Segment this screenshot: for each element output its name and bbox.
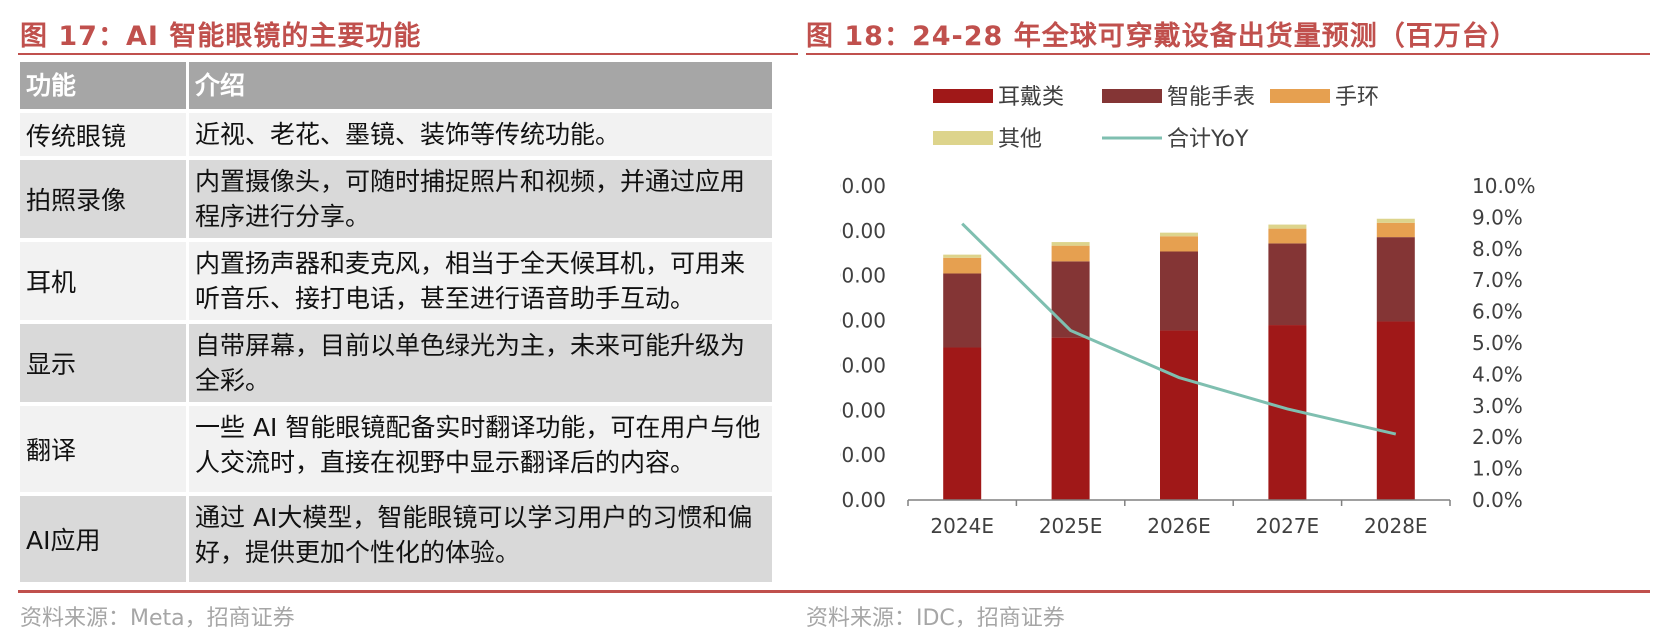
legend-swatch bbox=[1102, 89, 1162, 103]
bar-segment bbox=[1160, 330, 1198, 500]
x-tick-label: 2025E bbox=[1039, 514, 1103, 538]
y2-tick-label: 7.0% bbox=[1472, 268, 1523, 292]
legend-swatch bbox=[933, 89, 993, 103]
bottom-rule bbox=[18, 590, 1650, 593]
bar-segment bbox=[943, 257, 982, 274]
bar-segment bbox=[1268, 243, 1307, 326]
y2-tick-label: 0.0% bbox=[1472, 488, 1523, 512]
bar-segment bbox=[1160, 251, 1198, 331]
y2-tick-label: 6.0% bbox=[1472, 300, 1523, 324]
legend-swatch bbox=[933, 131, 993, 145]
y2-tick-label: 2.0% bbox=[1472, 425, 1523, 449]
table-cell-description: 内置摄像头，可随时捕捉照片和视频，并通过应用程序进行分享。 bbox=[195, 167, 746, 231]
y2-tick-label: 8.0% bbox=[1472, 237, 1523, 261]
table-cell-function: 显示 bbox=[20, 324, 189, 402]
bar-segment bbox=[1376, 237, 1415, 322]
left-figure-title: 图 17：AI 智能眼镜的主要功能 bbox=[20, 21, 422, 52]
table-row: 翻译 一些 AI 智能眼镜配备实时翻译功能，可在用户与他人交流时，直接在视野中显示… bbox=[20, 406, 772, 496]
y2-tick-label: 4.0% bbox=[1472, 362, 1523, 386]
legend-label: 手环 bbox=[1335, 85, 1379, 110]
y-tick-label: 600.00 bbox=[840, 219, 886, 243]
table-header-func: 功能 bbox=[20, 62, 189, 109]
bar-segment bbox=[1376, 222, 1415, 238]
table-row: 拍照录像 内置摄像头，可随时捕捉照片和视频，并通过应用程序进行分享。 bbox=[20, 160, 772, 242]
y2-tick-label: 10.0% bbox=[1472, 174, 1536, 198]
x-tick-label: 2028E bbox=[1364, 514, 1428, 538]
bar-segment bbox=[943, 273, 982, 348]
table-row: AI应用 通过 AI大模型，智能眼镜可以学习用户的习惯和偏好，提供更加个性化的体验… bbox=[20, 496, 772, 586]
y-tick-label: 500.00 bbox=[840, 264, 886, 288]
bar-segment bbox=[1160, 232, 1198, 237]
y-tick-label: 300.00 bbox=[840, 353, 886, 377]
table-cell-function: 传统眼镜 bbox=[20, 113, 189, 156]
x-tick-label: 2027E bbox=[1256, 514, 1320, 538]
y-tick-label: 200.00 bbox=[840, 398, 886, 422]
table-row: 耳机 内置扬声器和麦克风，相当于全天候耳机，可用来听音乐、接打电话，甚至进行语音助… bbox=[20, 242, 772, 324]
table-header: 功能 介绍 bbox=[20, 62, 772, 113]
bar-segment bbox=[1051, 337, 1090, 500]
table-header-desc: 介绍 bbox=[195, 71, 246, 100]
y-tick-label: 400.00 bbox=[840, 309, 886, 333]
bar-segment bbox=[1160, 236, 1198, 252]
bar-segment bbox=[1376, 218, 1415, 223]
legend-label: 智能手表 bbox=[1167, 85, 1255, 110]
table-cell-description: 通过 AI大模型，智能眼镜可以学习用户的习惯和偏好，提供更加个性化的体验。 bbox=[195, 503, 753, 567]
bar-segment bbox=[1268, 224, 1307, 229]
y2-tick-label: 9.0% bbox=[1472, 205, 1523, 229]
left-source: 资料来源：Meta，招商证券 bbox=[20, 606, 295, 631]
table-cell-function: 翻译 bbox=[20, 406, 189, 492]
bar-segment bbox=[943, 254, 982, 258]
bar-segment bbox=[1051, 242, 1090, 246]
y-tick-label: 700.00 bbox=[840, 174, 886, 198]
yoy-line bbox=[961, 222, 1397, 436]
legend-label: 合计YoY bbox=[1167, 127, 1249, 152]
bar-segment bbox=[1268, 228, 1307, 244]
y-tick-label: 0.00 bbox=[841, 488, 886, 512]
y2-tick-label: 3.0% bbox=[1472, 394, 1523, 418]
table-row: 显示 自带屏幕，目前以单色绿光为主，未来可能升级为全彩。 bbox=[20, 324, 772, 406]
table-cell-function: 耳机 bbox=[20, 242, 189, 320]
table-cell-description: 近视、老花、墨镜、装饰等传统功能。 bbox=[195, 120, 621, 149]
table-row: 传统眼镜 近视、老花、墨镜、装饰等传统功能。 bbox=[20, 113, 772, 160]
legend-label: 其他 bbox=[998, 127, 1042, 152]
legend-label: 耳戴类 bbox=[998, 85, 1064, 110]
x-tick-label: 2026E bbox=[1147, 514, 1211, 538]
bar-segment bbox=[943, 347, 982, 500]
table-cell-function: 拍照录像 bbox=[20, 160, 189, 238]
table-cell-description: 内置扬声器和麦克风，相当于全天候耳机，可用来听音乐、接打电话，甚至进行语音助手互… bbox=[195, 249, 746, 313]
function-table: 功能 介绍 传统眼镜 近视、老花、墨镜、装饰等传统功能。 拍照录像 内置摄像头，可随时… bbox=[20, 62, 772, 586]
y2-tick-label: 5.0% bbox=[1472, 331, 1523, 355]
y-tick-label: 100.00 bbox=[840, 443, 886, 467]
y2-tick-label: 1.0% bbox=[1472, 457, 1523, 481]
table-cell-description: 自带屏幕，目前以单色绿光为主，未来可能升级为全彩。 bbox=[195, 331, 746, 395]
table-cell-description: 一些 AI 智能眼镜配备实时翻译功能，可在用户与他人交流时，直接在视野中显示翻译… bbox=[195, 413, 761, 477]
bar-segment bbox=[1051, 245, 1090, 262]
right-source: 资料来源：IDC，招商证券 bbox=[806, 606, 1065, 631]
left-title-rule bbox=[18, 53, 798, 55]
legend-swatch bbox=[1270, 89, 1330, 103]
bar-segment bbox=[1376, 321, 1415, 500]
right-title-rule bbox=[806, 53, 1650, 55]
x-tick-label: 2024E bbox=[930, 514, 994, 538]
table-cell-function: AI应用 bbox=[20, 496, 189, 582]
bar-segment bbox=[1051, 261, 1090, 338]
right-figure-title: 图 18：24-28 年全球可穿戴设备出货量预测（百万台） bbox=[806, 21, 1518, 52]
